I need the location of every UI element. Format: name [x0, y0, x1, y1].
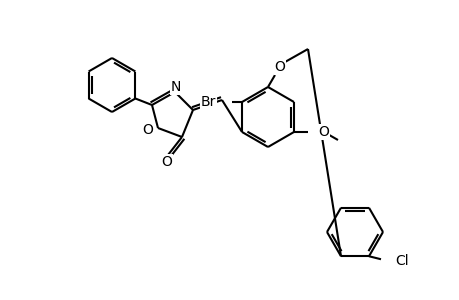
Text: N: N: [170, 80, 181, 94]
Text: O: O: [274, 60, 285, 74]
Text: O: O: [161, 155, 172, 169]
Text: Br: Br: [200, 95, 216, 109]
Text: O: O: [142, 123, 153, 137]
Text: O: O: [318, 125, 329, 139]
Text: Cl: Cl: [394, 254, 408, 268]
